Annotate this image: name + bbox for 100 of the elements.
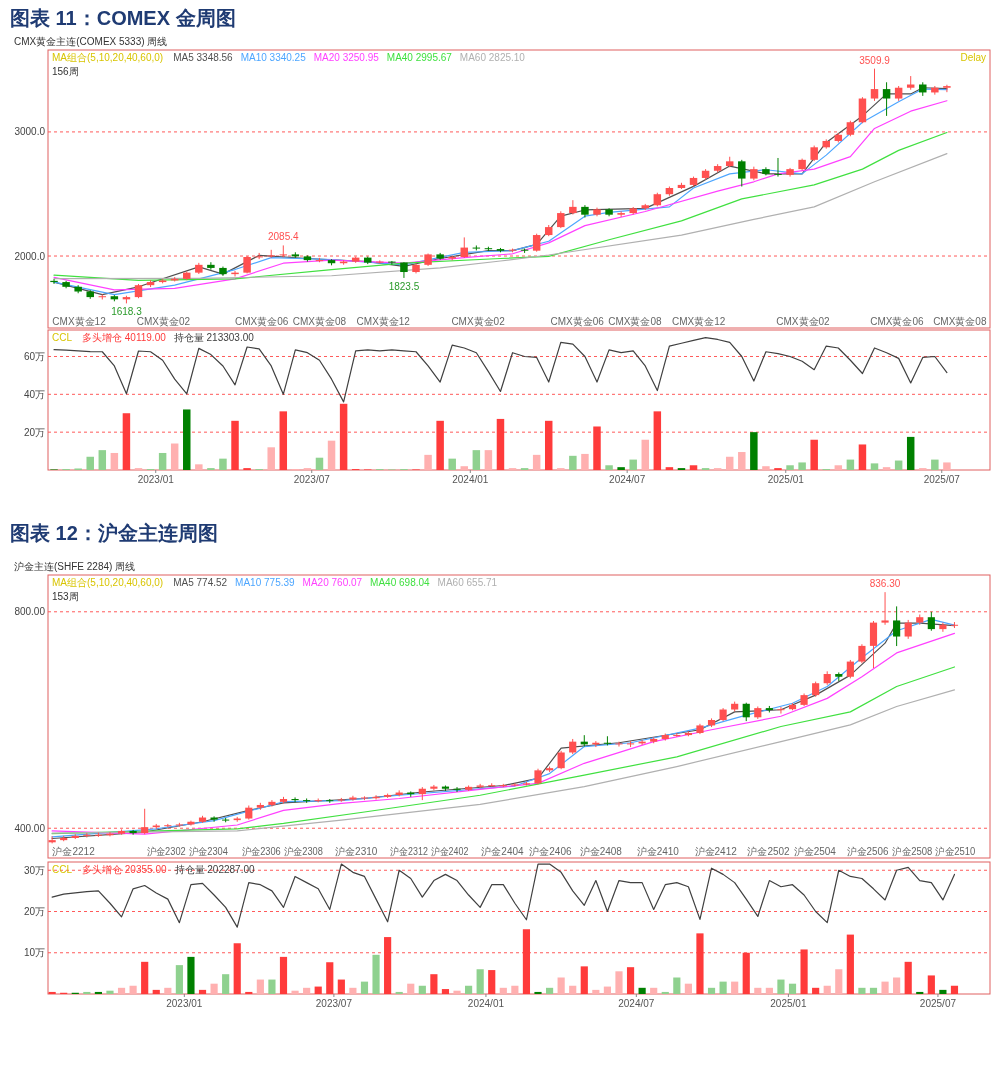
bar [750,432,758,470]
x-tick-label: 2024/01 [467,998,505,1009]
bar [48,991,56,994]
bar [83,991,91,994]
bar [798,462,806,470]
candlestick [927,611,935,632]
bar [661,991,669,994]
bar [544,420,553,470]
legend-title: CCL [52,864,73,875]
bar [448,458,456,470]
bar [86,456,94,470]
x-tick-label: 2023/01 [166,998,203,1009]
bar [800,949,808,994]
text: 多头增仓 20355.00 [82,864,167,875]
bar [110,452,119,470]
bar [592,989,600,994]
x-tick-label: CMX黄金06 [550,316,605,327]
bar [460,466,469,470]
annotation: 2085.4 [267,231,300,243]
x-tick-label: 沪金2408 [579,846,623,857]
x-tick-label: CMX黄金12 [672,316,726,327]
bar [256,979,264,994]
text: MA40 2995.67 [386,52,453,63]
bar [187,956,195,994]
x-tick-label: 沪金2306 [241,846,284,857]
text: MA20 760.07 [302,577,363,588]
x-tick-label: 2023/07 [293,474,331,485]
x-tick-label: CMX黄金02 [776,316,831,327]
bar [738,452,746,470]
bar [881,981,889,994]
bar [233,943,241,994]
x-tick-label: CMX黄金12 [52,316,107,327]
x-tick-label: CMX黄金06 [235,316,289,327]
bar [175,965,183,994]
x-tick-label: 沪金2412 [694,846,738,857]
text: MA5 774.52 [173,577,228,588]
y-tick-label: 20万 [23,906,45,917]
bar [858,987,866,994]
bar [395,991,403,994]
bar [279,956,288,994]
bar [835,969,843,994]
x-tick-label: 沪金2404 [481,846,525,857]
bar [788,983,797,994]
bar [360,981,369,994]
x-tick-label: 2025/01 [767,474,805,485]
bar [557,977,565,994]
bar [765,987,773,994]
annotation: 153周 [52,591,79,602]
bar [569,455,577,470]
bar [219,458,227,470]
bar [158,452,167,470]
x-tick-label: CMX黄金08 [292,316,347,327]
candlestick [893,605,901,647]
x-tick-label: 沪金2302 [146,846,189,857]
x-tick-label: 沪金2510 [935,846,978,857]
candlestick [349,795,357,802]
bar [327,440,336,470]
candlestick [210,815,218,823]
bar [315,457,324,470]
bar [846,459,855,470]
bar [580,966,588,994]
bar [823,985,831,994]
bar [198,989,207,994]
x-tick-label: 2024/07 [618,998,655,1009]
bar [870,463,879,470]
bar [532,454,541,470]
x-tick-label: 2024/01 [452,474,489,485]
bar [626,967,635,994]
bar [488,970,496,994]
bar [195,464,203,470]
candlestick [453,786,461,793]
candlestick [904,619,912,640]
bar [465,985,473,994]
y-tick-label: 3000.0 [14,126,46,138]
candlestick [774,157,782,178]
annotation: 1618.3 [111,306,143,318]
bar [569,985,577,994]
bar [245,991,253,994]
x-tick-label: 沪金2304 [188,846,231,857]
bar [950,985,959,994]
bar [222,974,230,994]
bar [407,983,415,994]
bar [267,447,275,470]
bar [641,439,649,470]
bar [484,450,493,470]
bar [617,467,625,470]
bar [812,987,820,994]
bar [231,420,239,470]
x-tick-label: 沪金2402 [430,846,474,857]
candlestick [291,796,299,803]
bar [939,989,947,994]
x-tick-label: 沪金2212 [52,846,96,857]
x-tick-label: 沪金2504 [793,846,837,857]
bar [164,987,172,994]
candlestick [303,797,311,804]
y-tick-label: 400.00 [14,822,46,834]
text: MA10 3340.25 [240,52,307,63]
bar [534,991,542,994]
bar [742,952,750,994]
chart-title: 图表 11：COMEX 金周图 [10,7,236,29]
